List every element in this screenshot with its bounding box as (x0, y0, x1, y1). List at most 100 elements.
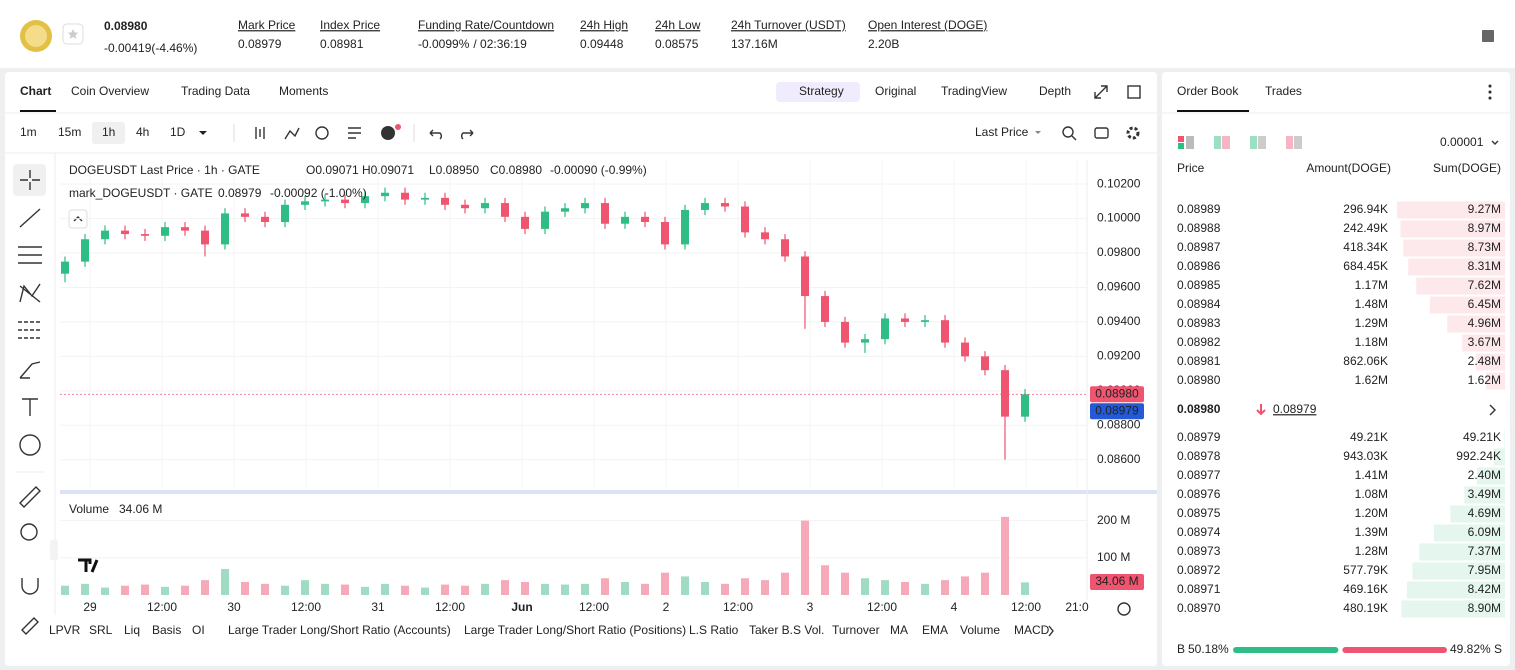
book-sum: 2.48M (1468, 354, 1501, 368)
interval[interactable]: 4h (136, 125, 149, 139)
scroll-arrow[interactable] (1048, 625, 1054, 637)
panel-tab[interactable]: Moments (279, 84, 328, 98)
view-asks[interactable] (1250, 136, 1257, 149)
last-price-tag-label: 0.08980 (1095, 386, 1139, 400)
interval[interactable]: 1D (170, 125, 186, 139)
book-sum: 1.62M (1468, 373, 1501, 387)
view-both[interactable] (1178, 136, 1184, 142)
view-tab[interactable]: Strategy (799, 84, 844, 98)
indicator-tab[interactable]: Turnover (832, 623, 880, 637)
book-price[interactable]: 0.08972 (1177, 563, 1221, 577)
book-tab[interactable]: Trades (1265, 84, 1302, 98)
book-price[interactable]: 0.08977 (1177, 468, 1221, 482)
indicator-tab[interactable]: Large Trader Long/Short Ratio (Accounts) (228, 623, 451, 637)
favorite-button[interactable] (62, 23, 84, 45)
zoom-tool[interactable] (20, 523, 38, 541)
panel-tab[interactable]: Trading Data (181, 84, 250, 98)
book-price[interactable]: 0.08979 (1177, 430, 1221, 444)
indicator-tab[interactable]: SRL (89, 623, 113, 637)
view-tab[interactable]: Original (875, 84, 916, 98)
view-tab[interactable]: Depth (1039, 84, 1071, 98)
indicator-tab[interactable]: Large Trader Long/Short Ratio (Positions… (464, 623, 686, 637)
x-tick-label: 29 (83, 600, 97, 614)
magnet-tool[interactable] (21, 578, 39, 595)
search-icon (1071, 135, 1077, 141)
expand-icon[interactable] (1094, 85, 1108, 99)
indicator-tab[interactable]: Liq (124, 623, 140, 637)
book-price[interactable]: 0.08988 (1177, 221, 1221, 235)
trendline-tool[interactable] (19, 208, 41, 228)
book-price[interactable]: 0.08978 (1177, 449, 1221, 463)
indicator-tab[interactable]: Taker B.S Vol. (749, 623, 824, 637)
mid-arrow[interactable] (1489, 404, 1496, 416)
book-price[interactable]: 0.08987 (1177, 240, 1221, 254)
indicator-tab[interactable]: LPVR (49, 623, 81, 637)
emoji-tool[interactable] (19, 434, 41, 456)
interval[interactable]: 15m (58, 125, 81, 139)
interval[interactable]: 1m (20, 125, 37, 139)
mark-change: -0.00092 (-1.00%) (270, 186, 367, 200)
indicator-tab[interactable]: MA (890, 623, 908, 637)
undo-icon[interactable] (429, 129, 442, 140)
view-bids[interactable] (1214, 136, 1221, 149)
book-tab[interactable]: Order Book (1177, 84, 1239, 98)
redo-icon[interactable] (461, 129, 474, 140)
indicator-tab[interactable]: Basis (152, 623, 181, 637)
dropdown-caret[interactable] (1035, 131, 1041, 134)
template-icon[interactable] (348, 127, 361, 139)
panel-tab[interactable]: Coin Overview (71, 84, 149, 98)
view-tab[interactable]: TradingView (941, 84, 1007, 98)
settings-icon[interactable] (1117, 602, 1131, 616)
book-price[interactable]: 0.08989 (1177, 202, 1221, 216)
pattern-tool[interactable] (19, 283, 41, 303)
book-price[interactable]: 0.08982 (1177, 335, 1221, 349)
book-price[interactable]: 0.08983 (1177, 316, 1221, 330)
indicator-tab[interactable]: Volume (960, 623, 1000, 637)
depth-bar (1447, 315, 1505, 333)
book-price[interactable]: 0.08984 (1177, 297, 1221, 311)
camera-icon[interactable] (1094, 127, 1109, 139)
brush-tool[interactable] (19, 361, 41, 379)
replay-icon[interactable] (315, 126, 329, 140)
lines-tool[interactable] (18, 246, 42, 264)
book-price[interactable]: 0.08974 (1177, 525, 1221, 539)
dropdown-caret[interactable] (1491, 140, 1499, 145)
view-mixed[interactable] (1286, 136, 1293, 149)
crosshair-tool[interactable] (20, 170, 40, 190)
x-tick-label: 3 (807, 600, 814, 614)
book-price[interactable]: 0.08980 (1177, 373, 1221, 387)
price-change: -0.00419(-4.46%) (104, 41, 197, 55)
text-tool[interactable] (22, 398, 38, 416)
indicator-icon[interactable] (284, 127, 300, 140)
side-toggle[interactable] (50, 540, 58, 560)
volume-label: Volume (69, 502, 109, 516)
book-price[interactable]: 0.08985 (1177, 278, 1221, 292)
add-icon[interactable] (381, 126, 395, 140)
indicator-tab[interactable]: MACD (1014, 623, 1050, 637)
indicator-tab[interactable]: OI (192, 623, 205, 637)
candle-type-icon[interactable] (255, 127, 265, 139)
book-price[interactable]: 0.08971 (1177, 582, 1221, 596)
price-source[interactable]: Last Price (975, 125, 1029, 139)
precision[interactable]: 0.00001 (1440, 135, 1484, 149)
search-icon[interactable] (1062, 126, 1074, 138)
book-price[interactable]: 0.08986 (1177, 259, 1221, 273)
dropdown-caret[interactable] (199, 131, 207, 135)
window-icon[interactable] (1127, 85, 1141, 99)
book-icon[interactable] (1482, 30, 1494, 42)
ruler-tool[interactable] (19, 486, 41, 508)
settings-icon[interactable] (1126, 126, 1140, 140)
book-price[interactable]: 0.08975 (1177, 506, 1221, 520)
fib-tool[interactable] (18, 321, 42, 339)
panel-tab[interactable]: Chart (20, 84, 51, 98)
y-tick-label: 0.10000 (1097, 211, 1141, 225)
interval[interactable]: 1h (102, 125, 115, 139)
indicator-tab[interactable]: EMA (922, 623, 948, 637)
book-price[interactable]: 0.08970 (1177, 601, 1221, 615)
indicator-tab[interactable]: L.S Ratio (689, 623, 739, 637)
book-price[interactable]: 0.08976 (1177, 487, 1221, 501)
pencil-tool[interactable] (21, 617, 39, 635)
volume-bar (441, 584, 449, 595)
book-price[interactable]: 0.08973 (1177, 544, 1221, 558)
book-price[interactable]: 0.08981 (1177, 354, 1221, 368)
